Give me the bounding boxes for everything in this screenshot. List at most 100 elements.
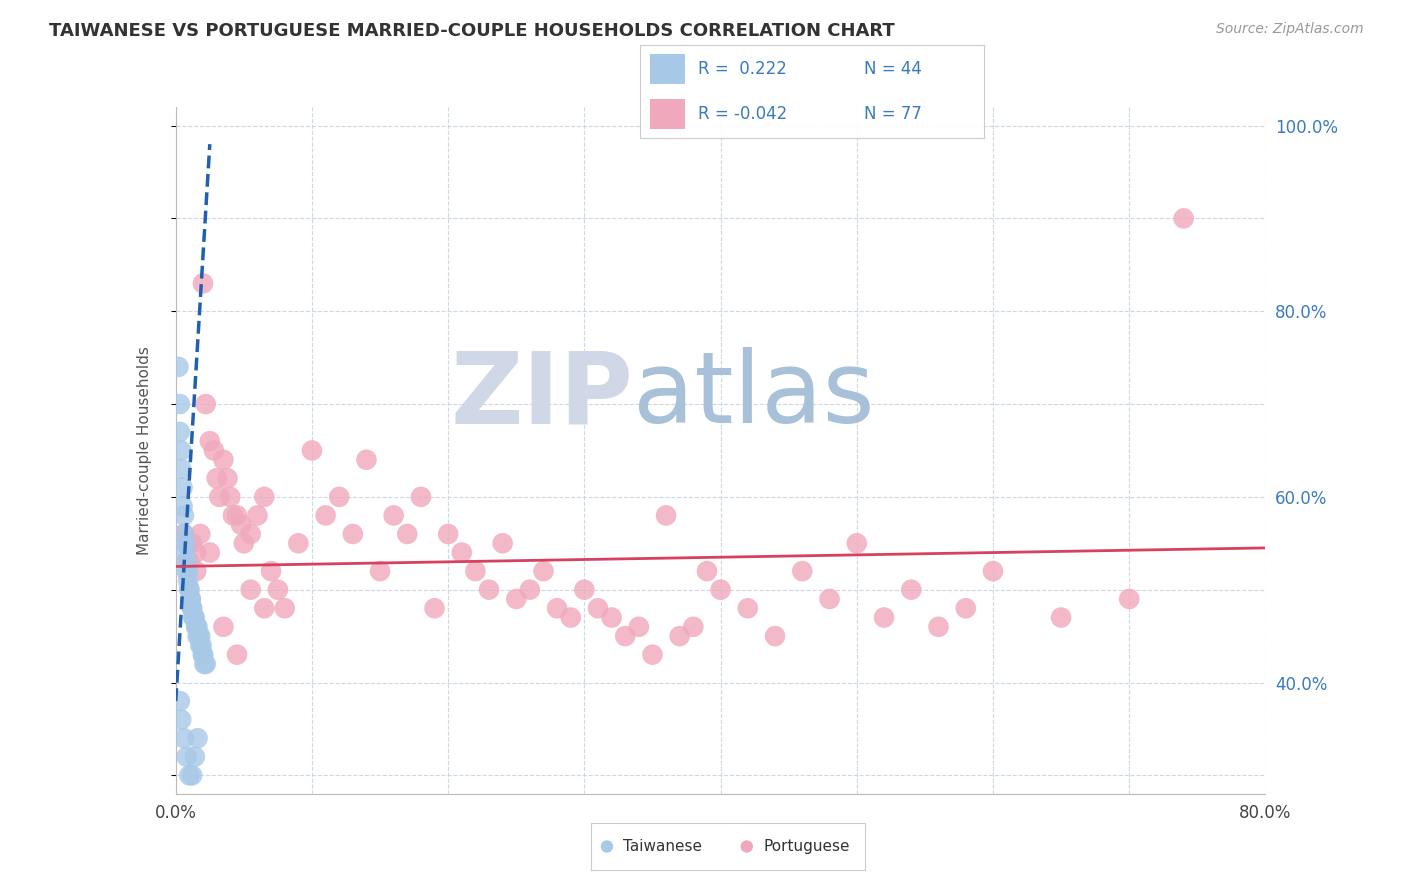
Point — [586, 601, 609, 615]
Point — [188, 527, 211, 541]
Point — [191, 648, 214, 662]
Point — [184, 610, 207, 624]
Point — [186, 629, 209, 643]
Point — [478, 582, 501, 597]
Point — [533, 564, 555, 578]
Point — [226, 508, 249, 523]
Point — [181, 536, 204, 550]
Point — [176, 564, 198, 578]
Point — [231, 517, 253, 532]
Point — [217, 471, 239, 485]
Point — [1173, 211, 1195, 226]
Point — [191, 277, 214, 291]
Point — [212, 452, 235, 467]
Point — [179, 555, 201, 569]
Point — [737, 601, 759, 615]
Point — [763, 629, 786, 643]
Point — [900, 582, 922, 597]
Point — [274, 601, 297, 615]
Point — [181, 768, 204, 782]
Point — [186, 620, 208, 634]
Point — [205, 471, 228, 485]
Point — [194, 657, 217, 671]
Point — [437, 527, 460, 541]
Text: Source: ZipAtlas.com: Source: ZipAtlas.com — [1216, 22, 1364, 37]
Point — [239, 582, 262, 597]
Point — [519, 582, 541, 597]
Point — [267, 582, 290, 597]
Point — [655, 508, 678, 523]
Point — [186, 620, 209, 634]
Point — [396, 527, 419, 541]
Text: TAIWANESE VS PORTUGUESE MARRIED-COUPLE HOUSEHOLDS CORRELATION CHART: TAIWANESE VS PORTUGUESE MARRIED-COUPLE H… — [49, 22, 896, 40]
Point — [315, 508, 337, 523]
Bar — [650, 54, 685, 84]
Point — [696, 564, 718, 578]
Point — [735, 839, 758, 854]
Point — [174, 536, 197, 550]
Point — [179, 582, 201, 597]
Point — [198, 434, 221, 449]
Point — [226, 648, 249, 662]
Text: Taiwanese: Taiwanese — [623, 839, 703, 854]
Point — [546, 601, 568, 615]
Text: R =  0.222: R = 0.222 — [699, 60, 787, 78]
Point — [194, 397, 217, 411]
Point — [845, 536, 868, 550]
Y-axis label: Married-couple Households: Married-couple Households — [138, 346, 152, 555]
Point — [1050, 610, 1073, 624]
Point — [173, 731, 195, 746]
Point — [177, 564, 200, 578]
Text: ZIP: ZIP — [450, 347, 633, 444]
Point — [176, 749, 198, 764]
Point — [181, 601, 204, 615]
Point — [186, 564, 208, 578]
Point — [180, 591, 202, 606]
Point — [382, 508, 405, 523]
Point — [193, 657, 215, 671]
Point — [560, 610, 582, 624]
Point — [184, 749, 207, 764]
Point — [464, 564, 486, 578]
Point — [191, 648, 214, 662]
Point — [818, 591, 841, 606]
Point — [172, 481, 194, 495]
Point — [641, 648, 664, 662]
Point — [186, 545, 208, 559]
Point — [955, 601, 977, 615]
Bar — [650, 99, 685, 129]
Point — [492, 536, 515, 550]
Point — [600, 610, 623, 624]
Point — [873, 610, 896, 624]
Text: R = -0.042: R = -0.042 — [699, 105, 787, 123]
Point — [928, 620, 950, 634]
Point — [450, 545, 472, 559]
Point — [239, 527, 262, 541]
Point — [179, 768, 201, 782]
Point — [614, 629, 637, 643]
Point — [301, 443, 323, 458]
Point — [222, 508, 245, 523]
Point — [219, 490, 242, 504]
Point — [173, 527, 195, 541]
Point — [173, 508, 195, 523]
Point — [981, 564, 1004, 578]
Point — [179, 582, 201, 597]
Point — [190, 639, 212, 653]
Point — [574, 582, 596, 597]
Point — [176, 555, 198, 569]
Point — [423, 601, 446, 615]
Point — [682, 620, 704, 634]
Point — [409, 490, 432, 504]
Point — [232, 536, 254, 550]
Point — [246, 508, 269, 523]
Point — [212, 620, 235, 634]
Point — [170, 462, 193, 476]
Point — [505, 591, 527, 606]
Point — [627, 620, 650, 634]
Point — [202, 443, 225, 458]
Point — [253, 601, 276, 615]
Point — [167, 359, 190, 374]
Point — [188, 639, 211, 653]
Point — [169, 425, 191, 439]
